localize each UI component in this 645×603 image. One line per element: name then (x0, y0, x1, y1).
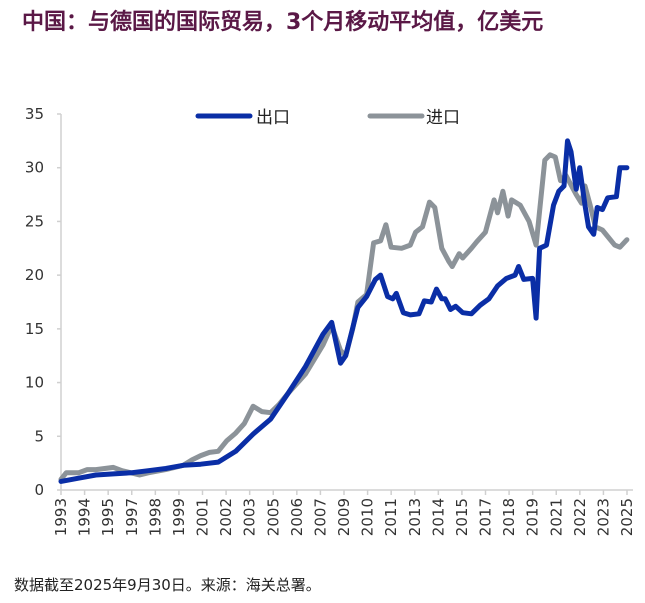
x-tick-label: 1997 (123, 498, 141, 536)
y-tick-label: 0 (34, 481, 44, 499)
x-tick-label: 2017 (477, 498, 495, 536)
legend-label-export: 出口 (256, 108, 290, 128)
x-tick-label: 2005 (264, 498, 282, 536)
x-tick-label: 1999 (170, 498, 188, 536)
x-tick-label: 2015 (453, 498, 471, 536)
x-tick-label: 2006 (288, 498, 306, 536)
series-line-import (58, 152, 630, 482)
series-line-export (58, 138, 630, 484)
x-tick-label: 2022 (571, 498, 589, 536)
legend-label-import: 进口 (426, 108, 460, 128)
y-tick-label: 25 (25, 212, 44, 230)
x-tick-label: 2025 (618, 498, 636, 536)
source-note: 数据截至2025年9月30日。来源：海关总署。 (14, 576, 321, 594)
x-tick-label: 2010 (359, 498, 377, 536)
x-tick-label: 2001 (194, 498, 212, 536)
x-tick-label: 2013 (406, 498, 424, 536)
x-tick-label: 1998 (146, 498, 164, 536)
x-tick-label: 2003 (241, 498, 259, 536)
chart-title: 中国：与德国的国际贸易，3个月移动平均值，亿美元 (22, 10, 544, 35)
y-tick-label: 5 (34, 427, 44, 445)
x-tick-label: 2007 (311, 498, 329, 536)
x-tick-label: 2023 (594, 498, 612, 536)
y-tick-label: 10 (25, 374, 44, 392)
x-tick-label: 2014 (429, 498, 447, 536)
y-tick-label: 20 (25, 266, 44, 284)
x-tick-label: 2018 (500, 498, 518, 536)
x-tick-label: 2021 (547, 498, 565, 536)
x-tick-label: 1995 (99, 498, 117, 536)
y-tick-label: 35 (25, 105, 44, 123)
x-tick-label: 2009 (335, 498, 353, 536)
x-tick-label: 1993 (52, 498, 70, 536)
x-tick-label: 2002 (217, 498, 235, 536)
x-tick-label: 2011 (382, 498, 400, 536)
y-tick-label: 30 (25, 159, 44, 177)
y-tick-label: 15 (25, 320, 44, 338)
x-tick-label: 1994 (76, 498, 94, 536)
x-tick-label: 2019 (524, 498, 542, 536)
